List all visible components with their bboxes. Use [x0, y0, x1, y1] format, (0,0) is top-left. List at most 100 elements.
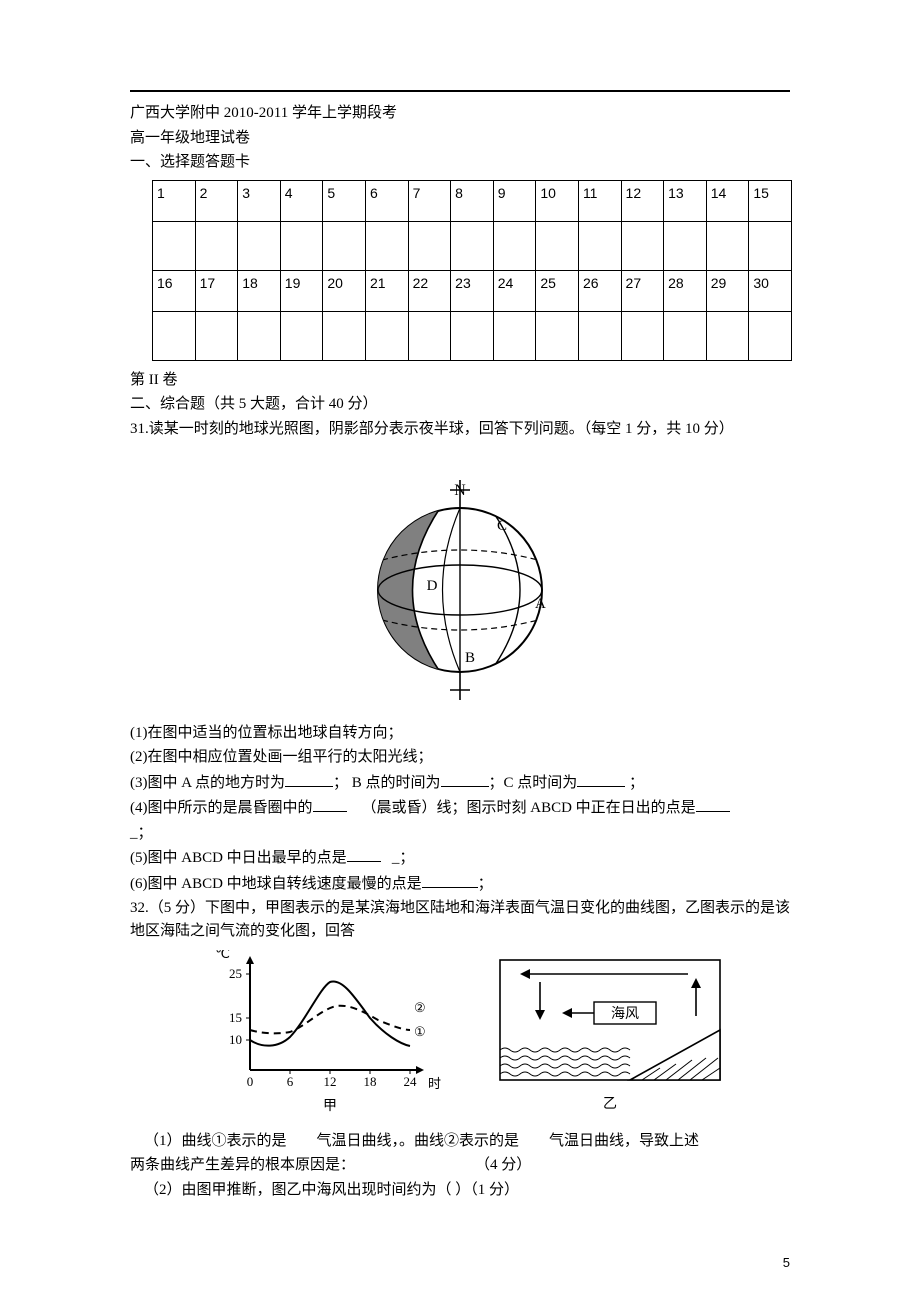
charts-row: ℃ 25 15 10 0 6 12 18 24 时 ② ① — [130, 950, 790, 1128]
q31-3d: ； — [625, 775, 644, 791]
q31-4a: (4)图中所示的是晨昏圈中的 — [130, 800, 313, 816]
label-A: A — [535, 596, 546, 612]
svg-text:25: 25 — [229, 966, 242, 981]
cell — [365, 221, 408, 270]
cell: 1 — [153, 180, 196, 221]
cell: 29 — [706, 270, 749, 311]
cell: 16 — [153, 270, 196, 311]
label-D: D — [427, 578, 438, 594]
page-number: 5 — [783, 1253, 790, 1273]
q31-1: (1)在图中适当的位置标出地球自转方向； — [130, 722, 790, 745]
q32-1: （1）曲线①表示的是 气温日曲线，。曲线②表示的是 气温日曲线，导致上述 — [130, 1130, 790, 1153]
svg-text:12: 12 — [324, 1074, 337, 1089]
q32-stem: 32.（5 分）下图中，甲图表示的是某滨海地区陆地和海洋表面气温日变化的曲线图，… — [130, 897, 790, 942]
cell: 9 — [493, 180, 536, 221]
cell — [323, 221, 366, 270]
cell — [408, 221, 451, 270]
seawind-label: 海风 — [611, 1006, 639, 1022]
q31-2: (2)在图中相应位置处画一组平行的太阳光线； — [130, 746, 790, 769]
cell — [706, 311, 749, 360]
q31-3a: (3)图中 A 点的地方时为 — [130, 775, 285, 791]
chart-jia-title: 甲 — [323, 1099, 337, 1114]
q32-1b: 气温日曲线，。曲线②表示的是 — [317, 1133, 520, 1149]
blank — [577, 771, 625, 787]
cell: 24 — [493, 270, 536, 311]
q31-3: (3)图中 A 点的地方时为； B 点的时间为；C 点时间为 ； — [130, 771, 790, 795]
cell: 27 — [621, 270, 664, 311]
q31-4-tail: _； — [130, 822, 790, 845]
blank — [696, 796, 730, 812]
cell — [621, 221, 664, 270]
cell: 17 — [195, 270, 238, 311]
charts-svg: ℃ 25 15 10 0 6 12 18 24 时 ② ① — [160, 950, 760, 1120]
svg-text:18: 18 — [364, 1074, 377, 1089]
cell: 25 — [536, 270, 579, 311]
cell — [323, 311, 366, 360]
blank — [422, 872, 478, 888]
q31-stem: 31.读某一时刻的地球光照图，阴影部分表示夜半球，回答下列问题。（每空 1 分，… — [130, 418, 790, 441]
chart-yi-icon: 海风 乙 — [500, 960, 720, 1112]
globe-icon: N C D A B — [350, 450, 570, 710]
cell — [749, 221, 792, 270]
answer-grid-row-2: 16 17 18 19 20 21 22 23 24 25 26 27 28 2… — [153, 270, 792, 311]
cell — [153, 221, 196, 270]
q32-2: （2）由图甲推断，图乙中海风出现时间约为（ ）（1 分） — [130, 1179, 790, 1202]
answer-grid-blank-2 — [153, 311, 792, 360]
cell — [664, 311, 707, 360]
header-rule — [130, 90, 790, 92]
q31-3c: ；C 点时间为 — [489, 775, 578, 791]
blank — [347, 846, 381, 862]
cell: 23 — [451, 270, 494, 311]
cell — [195, 311, 238, 360]
cell — [408, 311, 451, 360]
svg-text:6: 6 — [287, 1074, 294, 1089]
q31-5: (5)图中 ABCD 中日出最早的点是 _； — [130, 846, 790, 870]
exam-title-1: 广西大学附中 2010-2011 学年上学期段考 — [130, 102, 790, 125]
cell: 11 — [578, 180, 621, 221]
volume-2-label: 第 II 卷 — [130, 369, 790, 392]
q31-4b: （晨或昏）线；图示时刻 ABCD 中正在日出的点是 — [362, 800, 696, 816]
cell — [621, 311, 664, 360]
chart-yi-title: 乙 — [603, 1096, 617, 1112]
cell — [578, 311, 621, 360]
cell: 18 — [238, 270, 281, 311]
cell — [153, 311, 196, 360]
section-1-heading: 一、选择题答题卡 — [130, 151, 790, 174]
cell — [493, 221, 536, 270]
q32-1c: 气温日曲线，导致上述 — [549, 1133, 699, 1149]
globe-figure: N C D A B — [130, 450, 790, 718]
cell: 5 — [323, 180, 366, 221]
cell: 20 — [323, 270, 366, 311]
cell: 3 — [238, 180, 281, 221]
svg-text:0: 0 — [247, 1074, 254, 1089]
cell — [365, 311, 408, 360]
exam-title-2: 高一年级地理试卷 — [130, 127, 790, 150]
cell: 8 — [451, 180, 494, 221]
q31-5a: (5)图中 ABCD 中日出最早的点是 — [130, 850, 347, 866]
svg-text:15: 15 — [229, 1010, 242, 1025]
cell — [493, 311, 536, 360]
cell: 30 — [749, 270, 792, 311]
q31-5b: _； — [392, 850, 415, 866]
section-2-heading: 二、综合题（共 5 大题，合计 40 分） — [130, 393, 790, 416]
q31-6: (6)图中 ABCD 中地球自转线速度最慢的点是； — [130, 872, 790, 896]
q32-1a: （1）曲线①表示的是 — [144, 1133, 287, 1149]
cell — [238, 311, 281, 360]
cell — [536, 311, 579, 360]
label-N: N — [454, 482, 466, 499]
cell — [238, 221, 281, 270]
cell — [280, 221, 323, 270]
cell — [664, 221, 707, 270]
cell: 7 — [408, 180, 451, 221]
cell — [706, 221, 749, 270]
answer-grid: 1 2 3 4 5 6 7 8 9 10 11 12 13 14 15 16 1… — [152, 180, 792, 361]
svg-text:24: 24 — [404, 1074, 418, 1089]
q32-1d: 两条曲线产生差异的根本原因是： （4 分） — [130, 1154, 790, 1177]
cell: 13 — [664, 180, 707, 221]
answer-grid-blank-1 — [153, 221, 792, 270]
cell: 15 — [749, 180, 792, 221]
cell: 26 — [578, 270, 621, 311]
cell — [195, 221, 238, 270]
cell: 12 — [621, 180, 664, 221]
svg-text:①: ① — [414, 1024, 426, 1039]
